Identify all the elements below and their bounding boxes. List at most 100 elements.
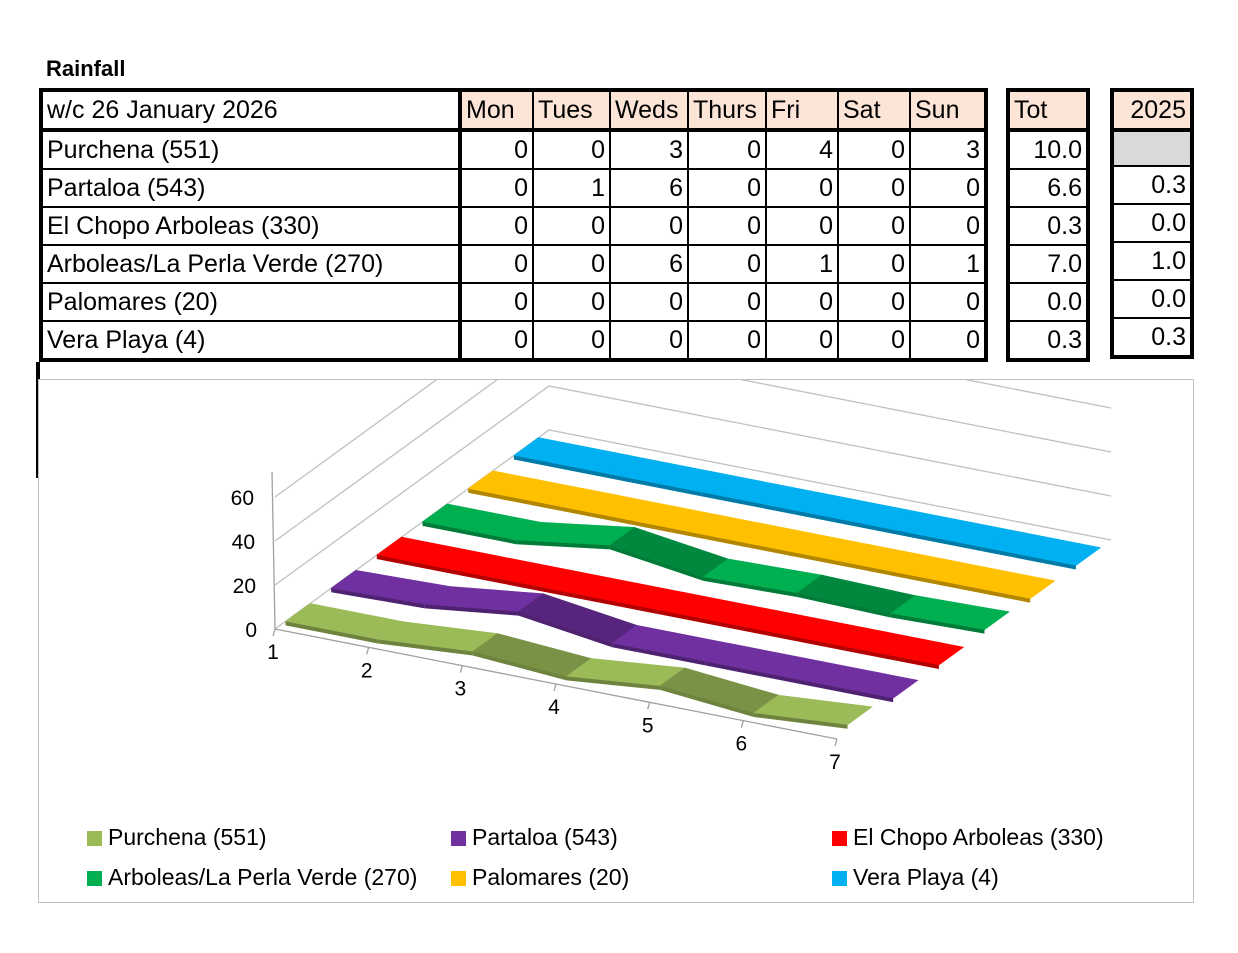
legend-swatch — [451, 831, 466, 846]
rain-value: 0 — [837, 282, 911, 322]
ribbon-edge — [516, 540, 610, 550]
rain-value: 0 — [532, 244, 611, 284]
gridline — [274, 385, 1112, 586]
legend-item: Partaloa (543) — [451, 824, 618, 851]
tot-value: 7.0 — [1007, 244, 1089, 284]
legend-swatch — [87, 831, 102, 846]
y-axis-line — [271, 471, 276, 630]
rain-value: 0 — [687, 168, 767, 208]
year-value: 1.0 — [1111, 241, 1193, 281]
x-tick-mark — [647, 702, 651, 710]
rain-value: 0 — [687, 129, 767, 170]
legend-item: El Chopo Arboleas (330) — [832, 824, 1104, 851]
station-name: Partaloa (543) — [40, 168, 462, 208]
tot-value: 0.3 — [1007, 320, 1089, 361]
ribbon-edge — [655, 525, 750, 548]
y-tick-label: 60 — [231, 487, 254, 510]
legend-swatch — [832, 871, 847, 886]
year-value: 0.0 — [1111, 279, 1193, 319]
rain-value: 0 — [765, 282, 839, 322]
year-value: 0.3 — [1111, 165, 1193, 205]
tot-row: 6.6 — [1007, 168, 1089, 208]
tot-value: 0.0 — [1007, 282, 1089, 322]
rain-value: 3 — [609, 129, 689, 170]
tot-row: 0.0 — [1007, 282, 1089, 322]
y-tick-label: 0 — [245, 619, 257, 642]
rain-value: 0 — [765, 206, 839, 246]
ribbon-edge — [703, 576, 798, 598]
rain-value: 0 — [837, 244, 911, 284]
ribbon-edge — [331, 588, 425, 609]
ribbon-edge — [753, 713, 848, 729]
day-header: Thurs — [687, 89, 767, 132]
legend-item: Arboleas/La Perla Verde (270) — [87, 864, 417, 891]
rain-value: 0 — [609, 206, 689, 246]
rain-value: 0 — [687, 320, 767, 361]
ribbon-segment — [935, 562, 1056, 600]
rain-value: 0 — [687, 206, 767, 246]
tot-header-row: Tot — [1007, 89, 1089, 132]
ribbon-edge — [982, 547, 1076, 570]
year-row: 0.0 — [1111, 279, 1193, 319]
year-2025-column: 2025 0.3 0.0 1.0 0.0 0.3 — [1110, 88, 1194, 359]
ribbon-edge — [564, 591, 658, 615]
x-tick-label: 3 — [454, 678, 466, 701]
year-row: 0.3 — [1111, 317, 1193, 358]
tot-row: 0.3 — [1007, 206, 1089, 246]
day-header: Sat — [837, 89, 911, 132]
ribbon-edge — [799, 679, 894, 703]
legend-item: Palomares (20) — [451, 864, 629, 891]
rain-value: 0 — [909, 282, 987, 322]
day-header: Tues — [532, 89, 611, 132]
station-name: Vera Playa (4) — [40, 320, 462, 361]
x-tick-mark — [740, 720, 744, 728]
rain-value: 0 — [459, 168, 534, 208]
legend-item: Vera Playa (4) — [832, 864, 999, 891]
ribbon-edge — [657, 610, 752, 633]
rain-value: 0 — [765, 168, 839, 208]
tot-value: 0.3 — [1007, 206, 1089, 246]
rain-value: 0 — [765, 320, 839, 361]
rain-value: 0 — [532, 320, 611, 361]
day-header: Fri — [765, 89, 839, 132]
rain-value: 0 — [532, 206, 611, 246]
legend-label: Arboleas/La Perla Verde (270) — [108, 864, 418, 890]
rain-value: 0 — [532, 129, 611, 170]
ribbon-edge — [518, 611, 613, 648]
legend-swatch — [87, 871, 102, 886]
x-tick-mark — [834, 738, 838, 747]
ribbon-edge — [470, 573, 565, 596]
rain-value: 0 — [459, 206, 534, 246]
year-value — [1111, 129, 1193, 167]
legend-label: Partaloa (543) — [472, 824, 618, 850]
rain-value: 0 — [459, 282, 534, 322]
ribbon-edge — [890, 613, 985, 634]
ribbon-edge — [794, 510, 889, 533]
legend-label: Palomares (20) — [472, 864, 630, 890]
ribbon-edge — [472, 651, 567, 681]
station-name: Arboleas/La Perla Verde (270) — [40, 244, 462, 284]
ribbon-edge — [936, 580, 1031, 603]
page-title: Rainfall — [46, 56, 126, 81]
station-name: Purchena (551) — [40, 129, 462, 170]
table-row: Vera Playa (4) 0 0 0 0 0 0 0 — [40, 320, 987, 361]
table-row: Purchena (551) 0 0 3 0 4 0 3 — [40, 129, 987, 170]
rainfall-chart: 0 20 40 60 1 2 3 4 5 6 7 Purchena (551) Partaloa (5… — [38, 379, 1194, 903]
ribbon-edge — [468, 488, 562, 512]
ribbon-edge — [705, 661, 800, 684]
x-tick-mark — [459, 665, 463, 673]
x-tick-mark — [366, 647, 370, 655]
day-header: Weds — [609, 89, 689, 132]
ribbon-segment — [798, 661, 919, 699]
tot-value: 10.0 — [1007, 129, 1089, 170]
y-tick-label: 40 — [232, 531, 255, 554]
ribbon-edge — [701, 492, 795, 515]
ribbon-edge — [422, 521, 517, 545]
day-header: Mon — [459, 89, 534, 132]
rain-value: 0 — [459, 244, 534, 284]
tot-value: 6.6 — [1007, 168, 1089, 208]
year-row — [1111, 129, 1193, 167]
chart-plot: 0 20 40 60 1 2 3 4 5 6 7 — [231, 380, 1112, 774]
tot-row: 7.0 — [1007, 244, 1089, 284]
rain-value: 0 — [837, 206, 911, 246]
